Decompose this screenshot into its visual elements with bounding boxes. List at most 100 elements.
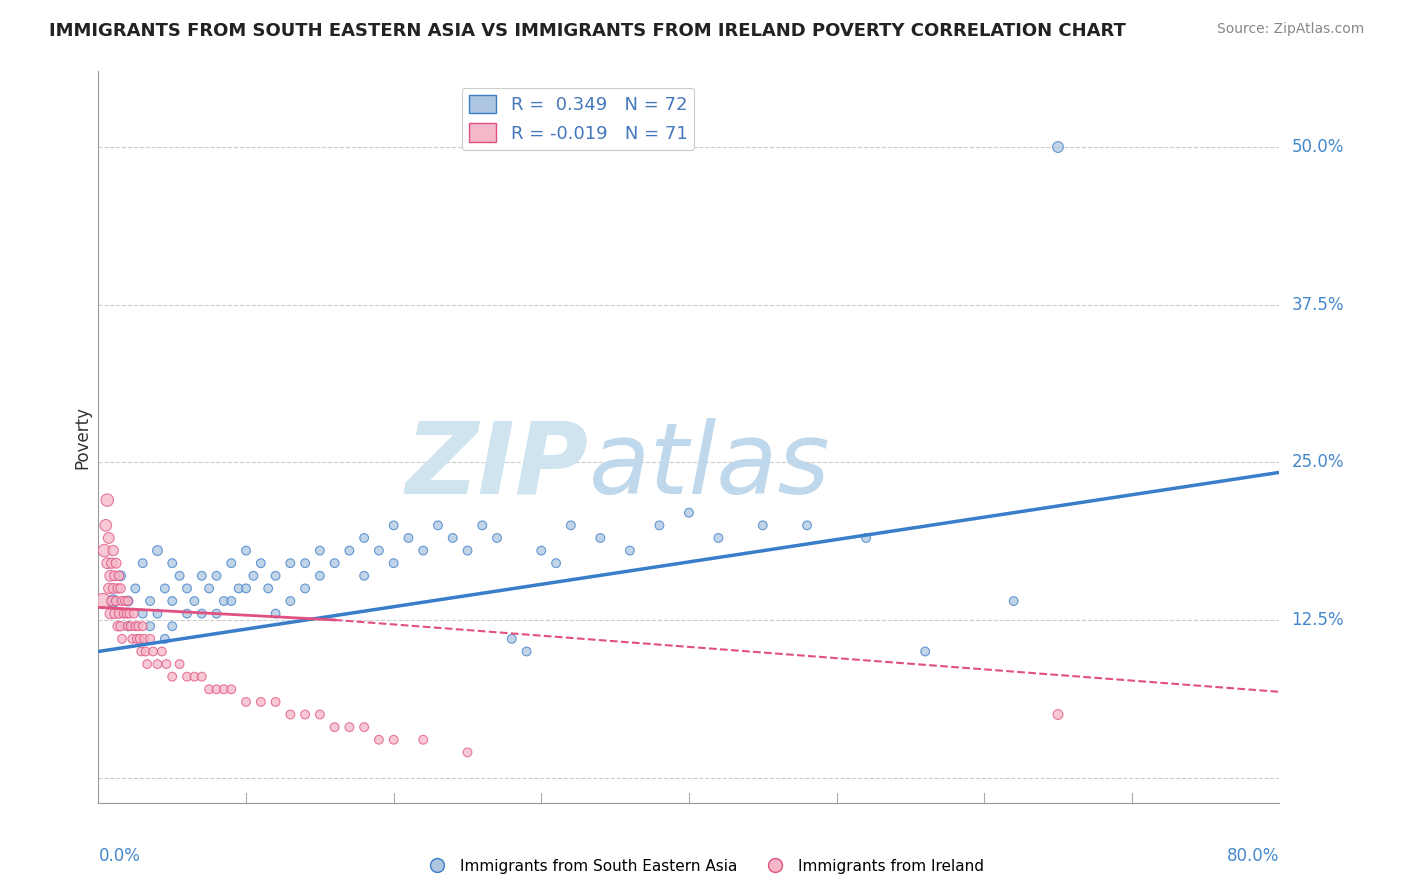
Point — [412, 732, 434, 747]
Point — [198, 582, 221, 596]
Point — [104, 607, 127, 621]
Text: atlas: atlas — [589, 417, 830, 515]
Point — [146, 543, 169, 558]
Point — [136, 657, 159, 671]
Point — [124, 619, 146, 633]
Point — [294, 556, 316, 570]
Point — [530, 543, 553, 558]
Text: ZIP: ZIP — [405, 417, 589, 515]
Point — [309, 707, 332, 722]
Point — [280, 556, 302, 570]
Point — [339, 543, 361, 558]
Text: 0.0%: 0.0% — [98, 847, 141, 864]
Point — [115, 607, 138, 621]
Point — [110, 569, 132, 583]
Point — [257, 582, 280, 596]
Point — [132, 619, 155, 633]
Text: 37.5%: 37.5% — [1291, 295, 1344, 314]
Point — [153, 632, 176, 646]
Point — [129, 644, 152, 658]
Point — [353, 531, 375, 545]
Point — [139, 632, 162, 646]
Point — [752, 518, 775, 533]
Point — [162, 556, 183, 570]
Point — [486, 531, 509, 545]
Point — [107, 582, 129, 596]
Point — [619, 543, 641, 558]
Point — [135, 644, 157, 658]
Text: 12.5%: 12.5% — [1291, 611, 1344, 629]
Point — [560, 518, 582, 533]
Point — [128, 632, 150, 646]
Text: IMMIGRANTS FROM SOUTH EASTERN ASIA VS IMMIGRANTS FROM IRELAND POVERTY CORRELATIO: IMMIGRANTS FROM SOUTH EASTERN ASIA VS IM… — [49, 22, 1126, 40]
Point — [103, 594, 125, 608]
Point — [120, 619, 142, 633]
Point — [117, 619, 139, 633]
Point — [103, 582, 125, 596]
Point — [112, 607, 135, 621]
Point — [176, 670, 198, 684]
Point — [108, 607, 131, 621]
Point — [110, 619, 132, 633]
Point — [91, 594, 114, 608]
Point — [280, 707, 302, 722]
Text: Source: ZipAtlas.com: Source: ZipAtlas.com — [1216, 22, 1364, 37]
Point — [183, 670, 205, 684]
Point — [323, 556, 346, 570]
Point — [368, 543, 391, 558]
Point — [97, 531, 120, 545]
Point — [1046, 707, 1070, 722]
Point — [205, 682, 228, 697]
Point — [139, 594, 162, 608]
Point — [117, 594, 139, 608]
Point — [589, 531, 612, 545]
Point — [441, 531, 464, 545]
Point — [117, 619, 139, 633]
Point — [198, 682, 221, 697]
Point — [221, 594, 243, 608]
Point — [914, 644, 936, 658]
Point — [105, 594, 128, 608]
Point — [118, 607, 141, 621]
Point — [153, 582, 176, 596]
Point — [546, 556, 568, 570]
Point — [412, 543, 434, 558]
Point — [242, 569, 264, 583]
Point — [162, 670, 183, 684]
Point — [264, 695, 287, 709]
Point — [93, 543, 115, 558]
Point — [132, 556, 155, 570]
Point — [98, 607, 121, 621]
Point — [212, 682, 235, 697]
Point — [457, 543, 479, 558]
Point — [309, 569, 332, 583]
Point — [105, 556, 128, 570]
Point — [107, 619, 129, 633]
Point — [100, 594, 122, 608]
Point — [280, 594, 302, 608]
Point — [111, 594, 134, 608]
Point — [96, 556, 118, 570]
Point — [264, 569, 287, 583]
Point — [1002, 594, 1025, 608]
Point — [124, 582, 146, 596]
Point — [707, 531, 730, 545]
Point — [235, 695, 257, 709]
Point — [309, 543, 332, 558]
Point — [98, 569, 121, 583]
Point — [191, 569, 214, 583]
Point — [353, 720, 375, 734]
Point — [162, 619, 183, 633]
Point — [471, 518, 494, 533]
Point — [127, 619, 149, 633]
Point — [114, 594, 136, 608]
Point — [235, 582, 257, 596]
Point — [339, 720, 361, 734]
Point — [146, 657, 169, 671]
Text: 80.0%: 80.0% — [1227, 847, 1279, 864]
Legend: R =  0.349   N = 72, R = -0.019   N = 71: R = 0.349 N = 72, R = -0.019 N = 71 — [461, 87, 695, 150]
Point — [183, 594, 205, 608]
Point — [221, 556, 243, 570]
Point — [103, 543, 125, 558]
Point — [205, 607, 228, 621]
